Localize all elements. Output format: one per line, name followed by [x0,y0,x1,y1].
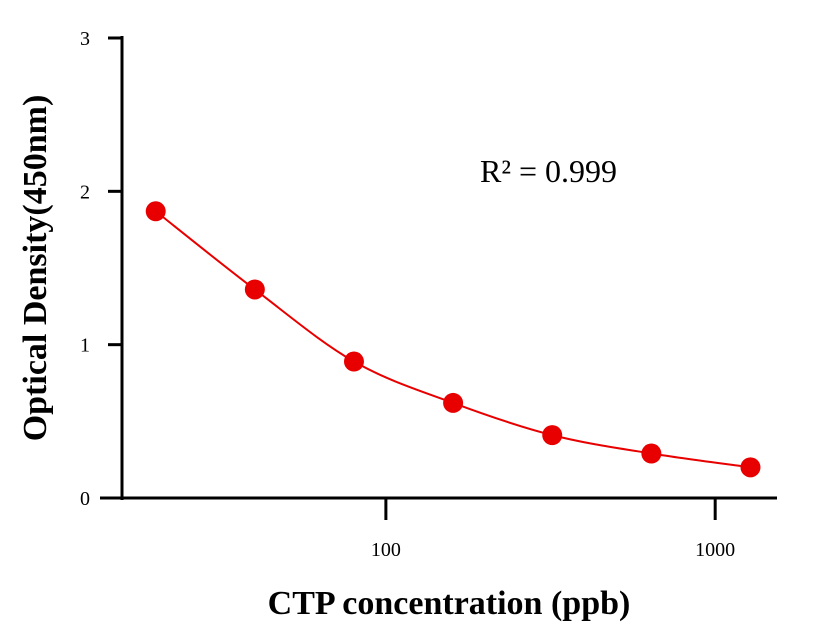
y-axis-title: Optical Density(450nm) [17,95,54,442]
annotation-r-squared: R² = 0.999 [480,153,617,189]
x-ticks: 100 1000 [371,498,735,561]
y-tick-label: 3 [80,28,90,50]
data-point [443,392,464,413]
x-axis-title: CTP concentration (ppb) [268,585,631,622]
y-tick-label: 2 [80,181,90,203]
data-point [343,351,364,372]
plot-area [145,201,761,478]
data-point [641,443,662,464]
data-point [740,457,761,478]
fit-curve [155,210,751,469]
y-ticks: 0 1 2 3 [80,28,122,510]
x-tick-label: 100 [371,539,401,561]
y-tick-label: 1 [80,335,90,357]
data-point [244,279,265,300]
x-tick-label: 1000 [695,539,735,561]
data-point [542,425,563,446]
data-point [145,201,166,222]
y-tick-label: 0 [80,488,90,510]
